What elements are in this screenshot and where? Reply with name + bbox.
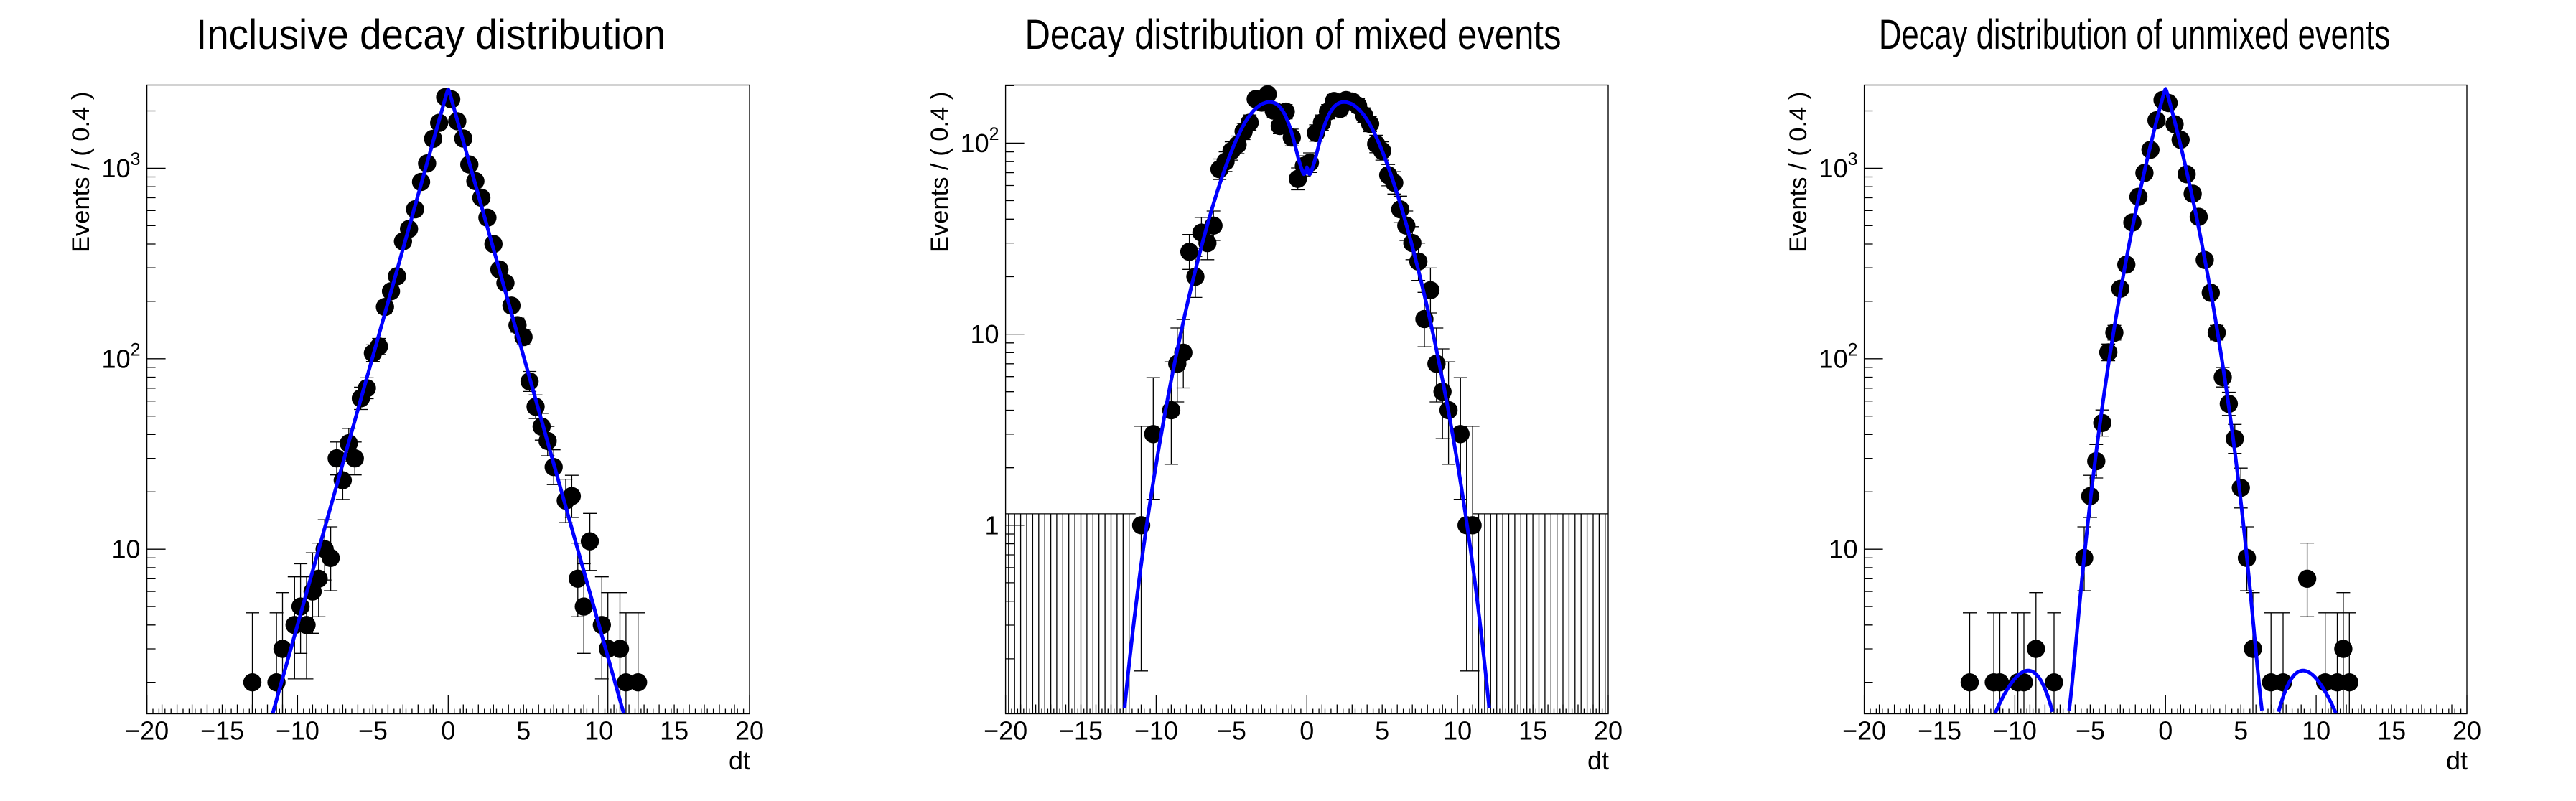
svg-text:Events / ( 0.4 ): Events / ( 0.4 ) <box>1785 92 1812 253</box>
svg-text:dt: dt <box>1587 746 1609 775</box>
svg-text:Events / ( 0.4 ): Events / ( 0.4 ) <box>926 92 953 253</box>
svg-text:10: 10 <box>2302 716 2330 746</box>
svg-text:15: 15 <box>660 716 689 746</box>
svg-text:10: 10 <box>111 535 140 564</box>
svg-text:−20: −20 <box>125 716 169 746</box>
svg-text:5: 5 <box>1375 716 1389 746</box>
svg-text:10: 10 <box>970 319 999 349</box>
svg-text:Decay distribution of mixed ev: Decay distribution of mixed events <box>1025 11 1562 58</box>
svg-text:20: 20 <box>2453 716 2481 746</box>
svg-text:5: 5 <box>516 716 531 746</box>
svg-text:0: 0 <box>1299 716 1314 746</box>
svg-text:5: 5 <box>2234 716 2248 746</box>
svg-text:Events / ( 0.4 ): Events / ( 0.4 ) <box>67 92 95 253</box>
svg-text:1: 1 <box>984 510 999 540</box>
svg-text:−10: −10 <box>276 716 319 746</box>
svg-text:−5: −5 <box>2076 716 2105 746</box>
svg-text:10: 10 <box>1829 535 1857 564</box>
svg-text:−15: −15 <box>1059 716 1103 746</box>
svg-text:15: 15 <box>1518 716 1547 746</box>
svg-text:20: 20 <box>1594 716 1623 746</box>
svg-text:dt: dt <box>2446 746 2468 775</box>
svg-text:−10: −10 <box>1993 716 2037 746</box>
svg-text:−5: −5 <box>1217 716 1246 746</box>
svg-text:−15: −15 <box>200 716 244 746</box>
svg-text:−10: −10 <box>1134 716 1178 746</box>
svg-text:Decay distribution of unmixed: Decay distribution of unmixed events <box>1879 11 2390 58</box>
svg-text:Inclusive decay distribution: Inclusive decay distribution <box>196 11 666 58</box>
svg-text:10: 10 <box>584 716 613 746</box>
svg-text:102: 102 <box>102 339 141 373</box>
svg-text:0: 0 <box>441 716 455 746</box>
svg-text:20: 20 <box>735 716 764 746</box>
svg-text:dt: dt <box>729 746 750 775</box>
svg-text:15: 15 <box>2377 716 2406 746</box>
svg-text:−20: −20 <box>1842 716 1886 746</box>
svg-text:10: 10 <box>1443 716 1472 746</box>
svg-text:0: 0 <box>2158 716 2173 746</box>
svg-text:−15: −15 <box>1918 716 1961 746</box>
svg-text:−20: −20 <box>984 716 1027 746</box>
svg-text:−5: −5 <box>358 716 388 746</box>
